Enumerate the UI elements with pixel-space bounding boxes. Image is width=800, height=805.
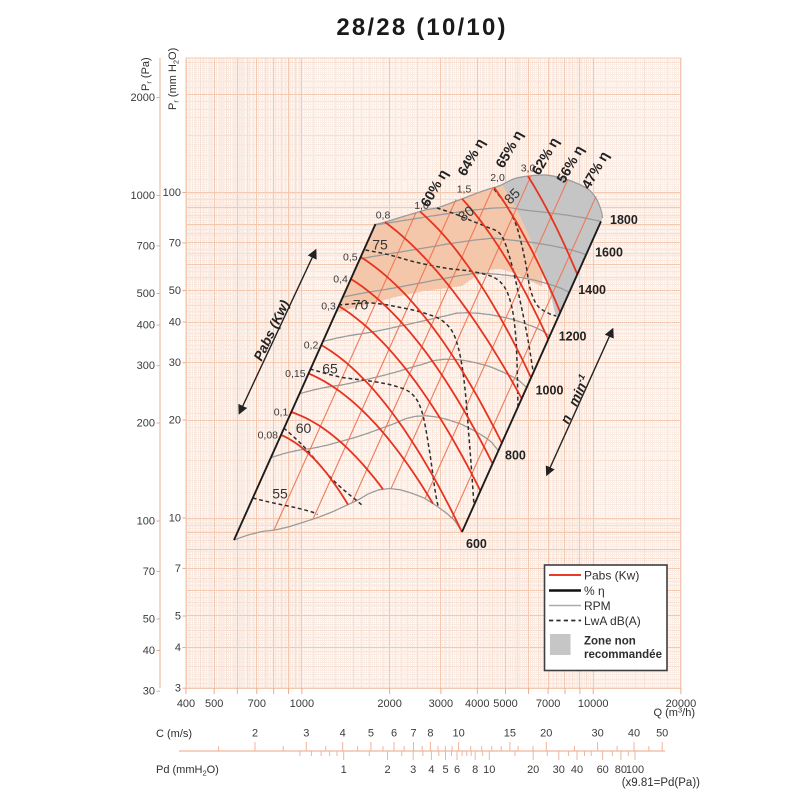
- svg-text:10: 10: [452, 728, 464, 740]
- svg-text:1000: 1000: [131, 190, 155, 202]
- svg-text:30: 30: [169, 357, 181, 369]
- svg-text:30: 30: [553, 764, 565, 776]
- svg-text:700: 700: [137, 240, 155, 252]
- svg-text:100: 100: [626, 764, 644, 776]
- svg-text:2000: 2000: [377, 698, 401, 710]
- svg-text:7: 7: [175, 563, 181, 575]
- svg-text:0,15: 0,15: [285, 368, 306, 380]
- svg-text:100: 100: [163, 187, 181, 199]
- svg-text:40: 40: [628, 728, 640, 740]
- svg-text:Q (m3/h): Q (m3/h): [654, 706, 695, 720]
- svg-text:1200: 1200: [559, 330, 587, 344]
- svg-text:20000: 20000: [666, 698, 697, 710]
- svg-text:Pabs (Kw): Pabs (Kw): [584, 569, 639, 583]
- svg-text:600: 600: [466, 537, 487, 551]
- svg-text:75: 75: [372, 237, 388, 253]
- svg-text:40: 40: [143, 645, 155, 657]
- svg-text:1600: 1600: [595, 246, 623, 260]
- svg-text:70: 70: [169, 237, 181, 249]
- svg-text:0,4: 0,4: [333, 274, 348, 286]
- svg-text:7000: 7000: [536, 698, 560, 710]
- svg-text:700: 700: [248, 698, 266, 710]
- svg-text:30: 30: [591, 728, 603, 740]
- svg-text:C (m/s): C (m/s): [156, 728, 192, 740]
- svg-text:7: 7: [410, 728, 416, 740]
- svg-text:5000: 5000: [493, 698, 517, 710]
- svg-text:0,08: 0,08: [258, 430, 279, 442]
- svg-text:2000: 2000: [131, 92, 155, 104]
- svg-text:4: 4: [428, 764, 434, 776]
- svg-text:10: 10: [169, 513, 181, 525]
- svg-text:4: 4: [340, 728, 346, 740]
- svg-text:1,5: 1,5: [457, 183, 472, 195]
- svg-text:RPM: RPM: [584, 599, 611, 613]
- svg-text:500: 500: [137, 288, 155, 300]
- svg-text:300: 300: [137, 360, 155, 372]
- svg-text:8: 8: [427, 728, 433, 740]
- svg-text:55: 55: [272, 486, 288, 502]
- svg-text:20: 20: [540, 728, 552, 740]
- svg-text:40: 40: [169, 317, 181, 329]
- svg-text:50: 50: [143, 614, 155, 626]
- svg-text:1000: 1000: [290, 698, 314, 710]
- svg-text:1: 1: [341, 764, 347, 776]
- svg-text:100: 100: [137, 516, 155, 528]
- svg-text:0,3: 0,3: [321, 301, 336, 313]
- svg-text:(x9.81=Pd(Pa)): (x9.81=Pd(Pa)): [622, 777, 700, 789]
- svg-text:Pd (mmH2O): Pd (mmH2O): [156, 764, 219, 778]
- svg-text:3: 3: [410, 764, 416, 776]
- svg-text:3: 3: [175, 683, 181, 695]
- svg-text:30: 30: [143, 686, 155, 698]
- svg-text:1000: 1000: [536, 384, 564, 398]
- svg-text:6: 6: [391, 728, 397, 740]
- svg-text:15: 15: [504, 728, 516, 740]
- svg-text:4000: 4000: [465, 698, 489, 710]
- svg-text:400: 400: [137, 320, 155, 332]
- svg-text:28/28 (10/10): 28/28 (10/10): [336, 14, 507, 41]
- svg-text:800: 800: [505, 449, 526, 463]
- svg-text:2,0: 2,0: [490, 172, 505, 184]
- svg-text:40: 40: [571, 764, 583, 776]
- svg-text:0,8: 0,8: [376, 209, 391, 221]
- svg-text:2: 2: [252, 728, 258, 740]
- svg-text:LwA dB(A): LwA dB(A): [584, 614, 641, 628]
- svg-text:4: 4: [175, 642, 181, 654]
- svg-text:60: 60: [597, 764, 609, 776]
- svg-text:70: 70: [143, 566, 155, 578]
- svg-text:80: 80: [615, 764, 627, 776]
- svg-text:2: 2: [384, 764, 390, 776]
- svg-text:500: 500: [205, 698, 223, 710]
- svg-text:60: 60: [296, 420, 312, 436]
- svg-text:1800: 1800: [610, 213, 638, 227]
- svg-text:Pr (Pa): Pr (Pa): [140, 57, 154, 91]
- svg-text:50: 50: [656, 728, 668, 740]
- svg-text:5: 5: [442, 764, 448, 776]
- svg-text:5: 5: [175, 611, 181, 623]
- svg-text:70: 70: [353, 297, 369, 313]
- svg-text:10000: 10000: [578, 698, 609, 710]
- svg-text:5: 5: [368, 728, 374, 740]
- svg-text:6: 6: [454, 764, 460, 776]
- svg-text:8: 8: [472, 764, 478, 776]
- svg-text:50: 50: [169, 285, 181, 297]
- svg-text:3000: 3000: [429, 698, 453, 710]
- svg-text:65: 65: [322, 361, 338, 377]
- svg-text:3,0: 3,0: [521, 162, 536, 174]
- svg-text:400: 400: [177, 698, 195, 710]
- svg-text:20: 20: [527, 764, 539, 776]
- svg-text:0,1: 0,1: [274, 407, 289, 419]
- svg-text:10: 10: [483, 764, 495, 776]
- svg-text:1,0: 1,0: [414, 200, 429, 212]
- svg-text:recommandée: recommandée: [584, 649, 662, 661]
- svg-text:% η: % η: [584, 584, 605, 598]
- svg-text:200: 200: [137, 418, 155, 430]
- svg-text:3: 3: [303, 728, 309, 740]
- svg-text:1400: 1400: [578, 283, 606, 297]
- svg-text:0,2: 0,2: [304, 340, 319, 352]
- svg-text:Pr (mm H2O): Pr (mm H2O): [167, 48, 181, 110]
- svg-text:20: 20: [169, 415, 181, 427]
- svg-text:Zone non: Zone non: [584, 636, 636, 648]
- svg-text:0,5: 0,5: [343, 252, 358, 264]
